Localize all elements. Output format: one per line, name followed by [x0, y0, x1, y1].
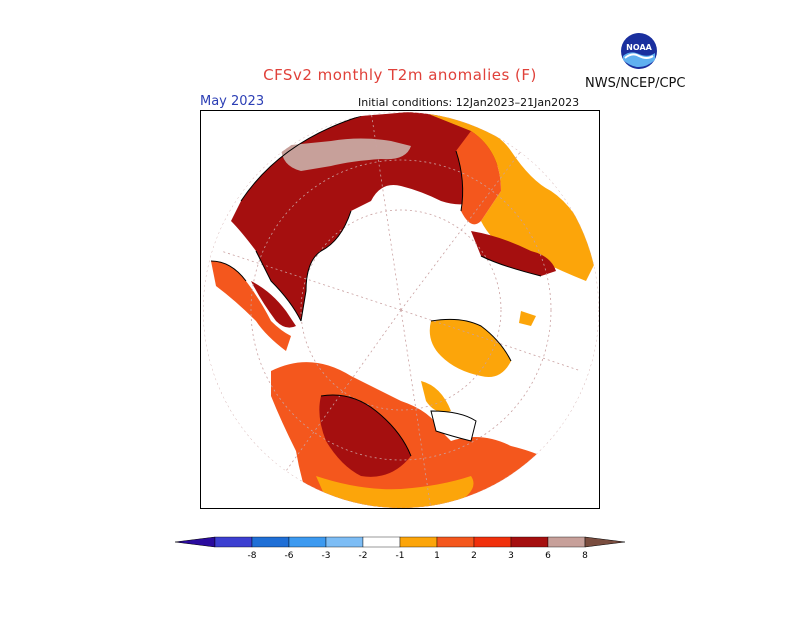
anomaly-region-siberia-pale	[281, 138, 411, 171]
legend-tick-label: 3	[508, 551, 514, 561]
legend-swatch	[547, 536, 586, 548]
map-title: CFSv2 monthly T2m anomalies (F)	[263, 66, 537, 84]
color-legend: -8 -6 -3 -2 -1 1 2 3 6 8	[175, 534, 625, 564]
legend-swatch	[362, 536, 401, 548]
anomaly-region-canada-orange	[421, 381, 451, 413]
anomaly-region-namerica-orange-south	[316, 476, 474, 508]
anomaly-region-europe-dark	[251, 281, 296, 328]
forecast-month: May 2023	[200, 94, 265, 109]
legend-swatch	[473, 536, 512, 548]
noaa-logo-text: NOAA	[626, 43, 652, 52]
anomaly-region-namerica-dark	[319, 395, 411, 477]
initial-conditions: Initial conditions: 12Jan2023–21Jan2023	[358, 96, 580, 109]
agency-label: NWS/NCEP/CPC	[585, 76, 686, 91]
legend-arrow-right	[584, 536, 625, 548]
anomaly-region-hudson	[431, 411, 476, 441]
anomaly-region-eastasia	[471, 231, 556, 276]
legend-tick-label: -2	[359, 551, 368, 561]
legend-swatch	[325, 536, 364, 548]
legend-tick-label: 2	[471, 551, 477, 561]
noaa-logo: NOAA	[620, 32, 658, 70]
legend-swatch	[436, 536, 475, 548]
legend-swatch	[510, 536, 549, 548]
legend-arrow-left	[175, 536, 216, 548]
legend-tick-label: 6	[545, 551, 551, 561]
legend-swatch	[214, 536, 253, 548]
anomaly-region-eurasia-orange	[421, 112, 596, 281]
legend-tick-label: -8	[248, 551, 257, 561]
anomaly-region-greenland-sea	[519, 311, 536, 326]
legend-tick-label: -1	[396, 551, 405, 561]
legend-tick-label: 1	[434, 551, 440, 561]
anomaly-region-alaska	[429, 319, 511, 377]
legend-tick-label: -3	[322, 551, 331, 561]
polar-map	[200, 110, 600, 509]
legend-swatch	[399, 536, 438, 548]
legend-tick-label: -6	[285, 551, 294, 561]
anomaly-region-eurasia-red	[456, 131, 501, 225]
legend-tick-label: 8	[582, 551, 588, 561]
legend-swatch	[288, 536, 327, 548]
legend-swatch	[251, 536, 290, 548]
